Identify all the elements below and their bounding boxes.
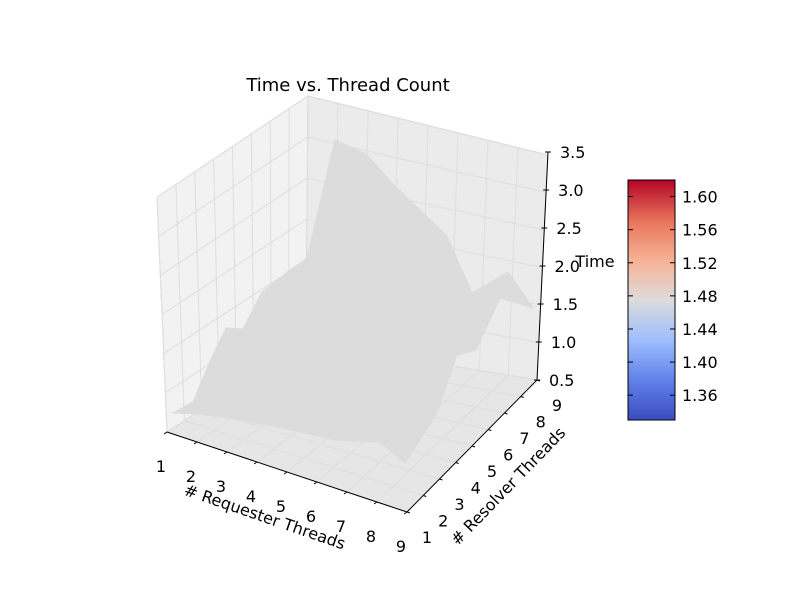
colorbar-ticks: 1.36 1.40 1.44 1.48 1.52 1.56 1.60	[628, 188, 718, 405]
z-tick-label: 1.0	[551, 333, 576, 352]
y-tick-label: 7	[519, 429, 529, 448]
x-tick-mark	[163, 431, 168, 435]
colorbar-tick-label: 1.52	[682, 254, 718, 273]
colorbar-tick-label: 1.60	[682, 188, 718, 207]
chart-title: Time vs. Thread Count	[245, 75, 449, 96]
z-ticks: 0.5 1.0 1.5 2.0 2.5 3.0 3.5	[534, 143, 585, 390]
z-tick-label: 3.5	[560, 143, 585, 162]
colorbar-tick-label: 1.48	[682, 287, 718, 306]
z-tick-label: 0.5	[549, 371, 574, 390]
colorbar-tick-label: 1.40	[682, 353, 718, 372]
y-tick-mark	[504, 412, 508, 415]
colorbar	[627, 179, 676, 421]
x-tick-mark	[193, 441, 198, 445]
x-tick-label: 7	[336, 517, 346, 536]
y-tick-label: 3	[454, 495, 464, 514]
x-ticks: 1 2 3 4 5 6 7 8 9	[156, 431, 408, 556]
x-tick-mark	[313, 481, 318, 485]
colorbar-tick-label: 1.56	[682, 221, 718, 240]
x-tick-mark	[403, 511, 408, 515]
x-axis-label: # Requester Threads	[182, 480, 348, 553]
x-tick-label: 8	[366, 527, 376, 546]
y-tick-mark	[471, 445, 476, 448]
y-tick-mark	[455, 462, 459, 464]
y-tick-mark	[439, 478, 443, 481]
x-tick-mark	[223, 451, 228, 455]
x-tick-mark	[283, 471, 288, 475]
x-tick-mark	[253, 461, 258, 465]
x-tick-label: 1	[156, 457, 166, 476]
x-tick-mark	[343, 491, 348, 495]
y-tick-label: 9	[552, 396, 562, 415]
y-tick-label: 8	[536, 413, 546, 432]
y-tick-label: 2	[438, 512, 448, 531]
colorbar-tick-label: 1.44	[682, 320, 718, 339]
y-tick-mark	[520, 396, 524, 398]
x-tick-mark	[373, 501, 378, 505]
y-tick-label: 5	[487, 462, 497, 481]
surface	[171, 139, 535, 464]
x-tick-label: 2	[186, 467, 196, 486]
y-tick-mark	[423, 495, 427, 497]
z-tick-label: 1.5	[553, 295, 578, 314]
y-tick-label: 4	[471, 479, 481, 498]
y-tick-mark	[406, 511, 411, 514]
y-tick-label: 6	[503, 446, 513, 465]
y-tick-mark	[488, 429, 492, 431]
x-tick-label: 9	[396, 537, 406, 556]
colorbar-tick-label: 1.36	[682, 386, 718, 405]
y-tick-label: 1	[422, 528, 432, 547]
x-tick-label: 6	[306, 507, 316, 526]
x-tick-label: 3	[216, 477, 226, 496]
z-tick-label: 2.5	[556, 219, 581, 238]
z-axis-label: Time	[574, 252, 614, 271]
z-tick-label: 2.0	[555, 257, 580, 276]
x-tick-label: 5	[276, 497, 286, 516]
z-tick-label: 3.0	[558, 181, 583, 200]
x-tick-label: 4	[246, 487, 256, 506]
